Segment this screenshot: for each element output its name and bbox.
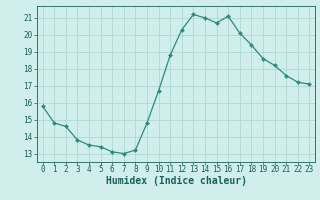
X-axis label: Humidex (Indice chaleur): Humidex (Indice chaleur): [106, 176, 246, 186]
